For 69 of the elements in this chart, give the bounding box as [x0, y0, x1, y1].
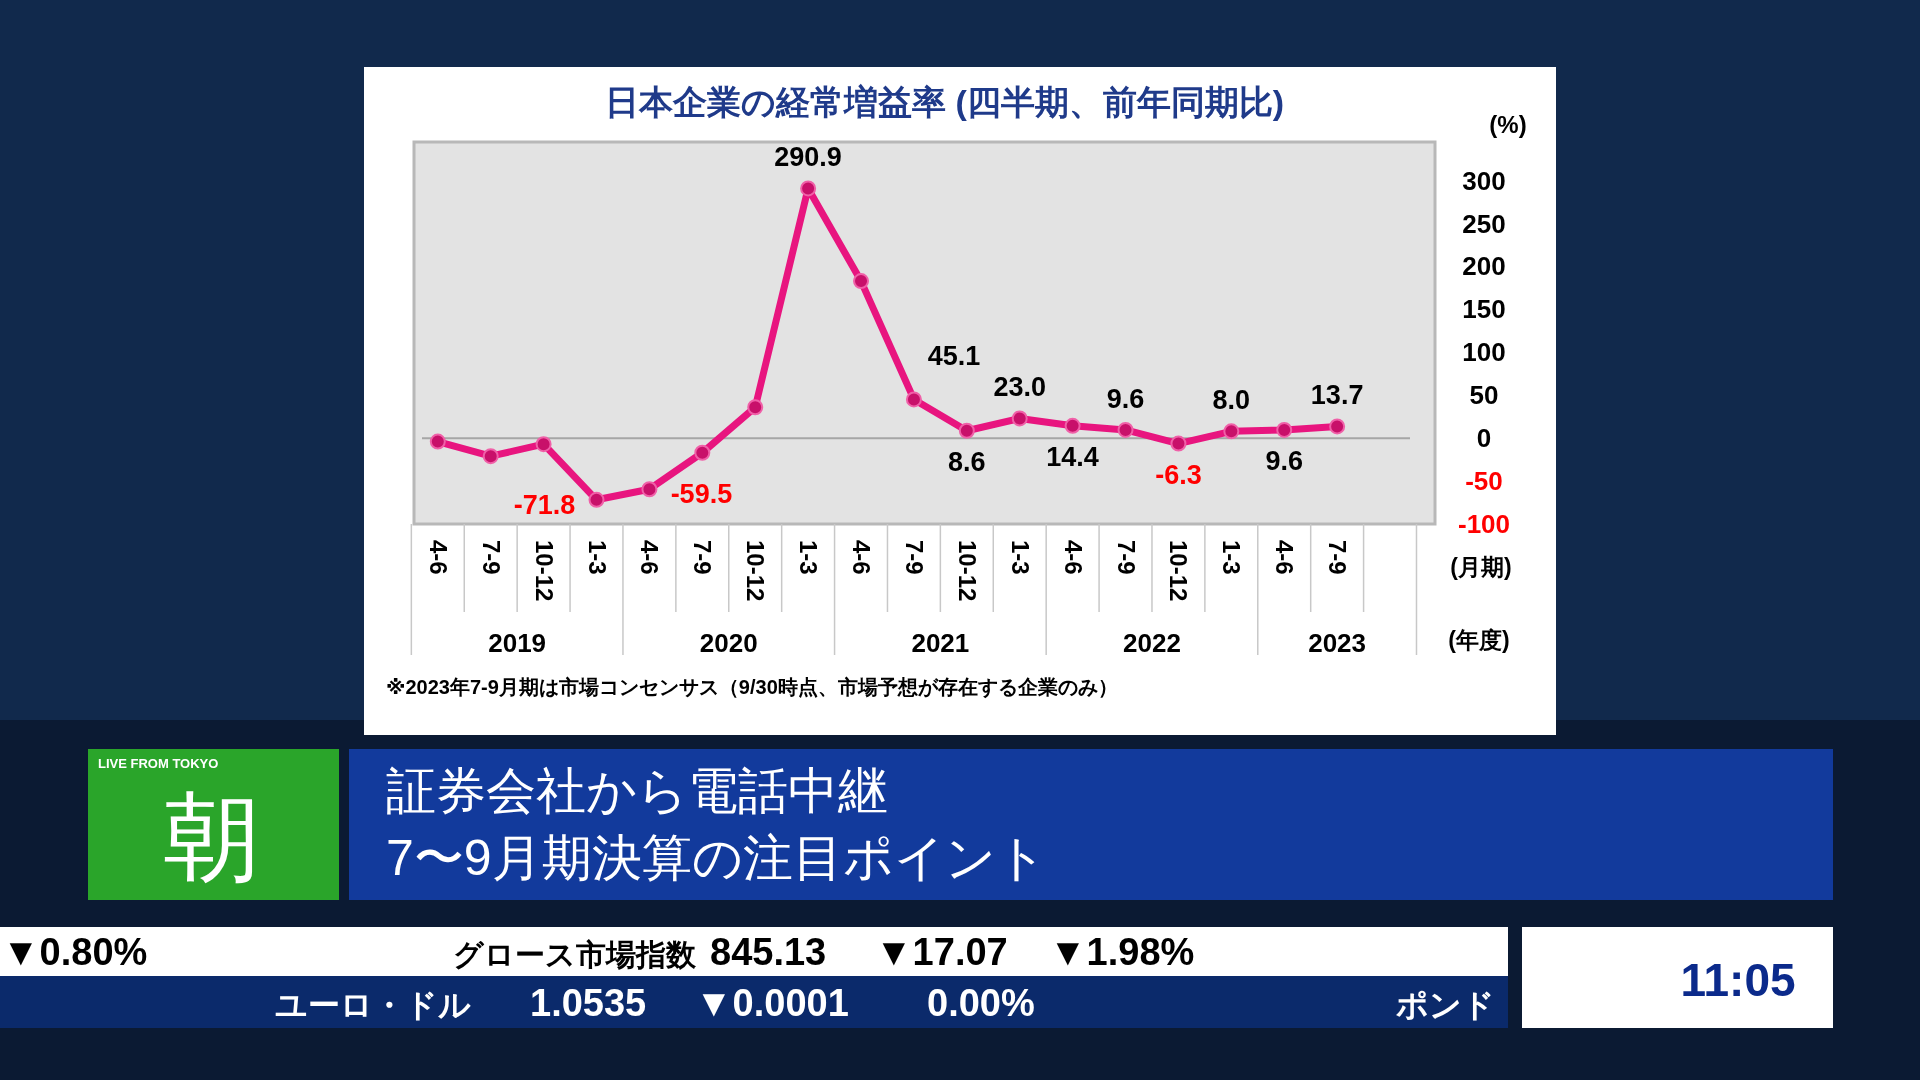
point: [747, 399, 764, 416]
point: [1329, 418, 1346, 435]
data-label: 45.1: [927, 341, 981, 372]
data-label: 13.7: [1310, 380, 1364, 411]
banner: LIVE FROM TOKYO 朝 証券会社から電話中継 7〜9月期決算の注目ポイント: [88, 749, 1833, 900]
point: [694, 444, 711, 461]
y-tick-label: 150: [1462, 294, 1506, 325]
chart-title: 日本企業の経常増益率 (四半期、前年同期比): [604, 83, 1285, 121]
point: [1011, 410, 1028, 427]
data-label: 14.4: [1046, 441, 1099, 472]
y-tick-label: -50: [1465, 466, 1503, 497]
x-tick-label: 1-3: [1006, 540, 1034, 575]
x-tick-label: 7-9: [1112, 540, 1140, 575]
data-label: -6.3: [1155, 459, 1202, 490]
y-tick-label: 100: [1462, 337, 1506, 368]
x-tick-label: 7-9: [689, 540, 717, 575]
x-tick-label: 7-9: [477, 540, 505, 575]
point: [535, 436, 552, 453]
text: 2021: [911, 628, 970, 658]
point: [800, 180, 817, 197]
point: [853, 273, 870, 290]
y-tick-label: -100: [1457, 509, 1511, 539]
text: 2020: [699, 628, 758, 658]
point: [1117, 421, 1134, 438]
data-label: 23.0: [993, 372, 1046, 403]
text: 2023: [1308, 628, 1367, 658]
x-tick-label: 10-12: [742, 540, 770, 602]
point: [641, 481, 658, 498]
x-tick-label: 1-3: [1218, 540, 1246, 575]
data-label: 8.6: [948, 446, 986, 477]
point: [958, 422, 975, 439]
data-label: 8.0: [1212, 385, 1251, 416]
x-tick-label: 7-9: [900, 540, 928, 575]
y-tick-label: 300: [1462, 165, 1506, 196]
data-label: 9.6: [1265, 445, 1303, 476]
x-tick-label: 4-6: [1271, 540, 1299, 575]
y-tick-label: 50: [1469, 380, 1499, 411]
data-label: -71.8: [513, 489, 576, 520]
y-tick-label: 250: [1462, 208, 1506, 239]
x-tick-label: 4-6: [424, 540, 452, 575]
x-tick-label: 7-9: [1324, 540, 1352, 575]
x-tick-label: 4-6: [1059, 540, 1087, 575]
point: [1170, 435, 1187, 452]
text: ※2023年7-9月期は市場コンセンサス（9/30時点、市場予想が存在する企業のみ）: [386, 676, 1118, 699]
x-tick-label: 1-3: [583, 540, 611, 575]
y-axis-title: (%): [1489, 111, 1527, 138]
x-tick-label: 4-6: [636, 540, 664, 575]
x-axis-title: (月期): [1450, 554, 1512, 580]
data-label: 9.6: [1106, 383, 1145, 414]
text: 2019: [488, 628, 547, 658]
point: [1276, 421, 1293, 438]
x-tick-label: 1-3: [795, 540, 823, 575]
point: [1064, 417, 1081, 434]
point: [429, 433, 446, 450]
data-label: 290.9: [774, 142, 842, 173]
text: (年度): [1448, 627, 1510, 653]
x-tick-label: 4-6: [848, 540, 876, 575]
text: 2022: [1123, 628, 1181, 658]
point: [905, 391, 922, 408]
y-tick-label: 200: [1462, 251, 1506, 282]
point: [482, 448, 499, 465]
ticker: ▼0.80% グロース市場指数 845.13 ▼17.07 ▼1.98% ユーロ・ドル 1.0535 ▼0.0001 0.00% ポンド 11:05: [0, 927, 1833, 1028]
point: [588, 491, 605, 508]
x-tick-label: 10-12: [1165, 540, 1193, 602]
data-label: -59.5: [670, 479, 733, 510]
point: [1223, 423, 1240, 440]
x-tick-label: 10-12: [953, 540, 981, 602]
x-tick-label: 10-12: [530, 540, 558, 602]
y-tick-label: 0: [1476, 423, 1492, 454]
